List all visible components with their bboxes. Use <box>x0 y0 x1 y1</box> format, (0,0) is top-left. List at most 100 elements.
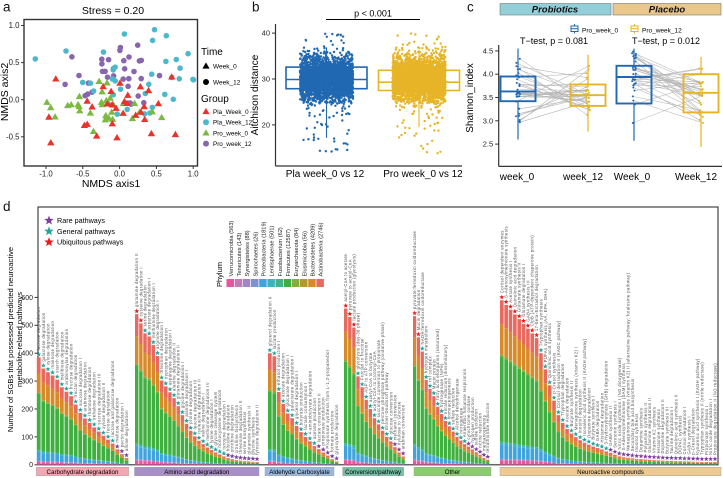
svg-text:Group: Group <box>201 94 229 105</box>
svg-text:0.0: 0.0 <box>114 170 126 179</box>
svg-text:Spirochaetes (26): Spirochaetes (26) <box>253 232 259 277</box>
svg-text:pentose phosphate pathway (oxi: pentose phosphate pathway (oxidative pha… <box>380 322 385 424</box>
svg-text:Butyrate synthesis II: Butyrate synthesis II <box>569 381 574 427</box>
svg-text:rnf complex: rnf complex <box>428 356 433 382</box>
svg-text:Quinolinic acid synthesis: Quinolinic acid synthesis <box>547 323 552 378</box>
svg-text:Dopamine degradation II: Dopamine degradation II <box>660 399 665 454</box>
svg-text:DOPAC synthesis: DOPAC synthesis <box>678 415 683 454</box>
svg-text:4.5: 4.5 <box>483 46 493 55</box>
svg-text:xylose degradation: xylose degradation <box>45 323 50 365</box>
svg-text:tyrosine degradation II: tyrosine degradation II <box>255 405 260 455</box>
svg-text:GABA synthesis II: GABA synthesis II <box>608 406 613 446</box>
svg-text:fucose degradation: fucose degradation <box>106 390 111 433</box>
svg-text:Mucin protein: Mucin protein <box>431 359 436 389</box>
svg-text:homocysteine degradation: homocysteine degradation <box>217 389 222 448</box>
svg-text:butyrate production: butyrate production <box>299 382 304 425</box>
svg-text:Pro_week_0: Pro_week_0 <box>213 130 249 137</box>
svg-text:Inositol degradation: Inositol degradation <box>578 389 583 433</box>
svg-text:fructose degradation: fructose degradation <box>69 343 74 389</box>
svg-text:Polyamine synthesis II: Polyamine synthesis II <box>643 402 648 452</box>
svg-text:Cortisol dependent enzymes: Cortisol dependent enzymes <box>499 230 504 293</box>
svg-text:Tenericutes (143): Tenericutes (143) <box>237 232 243 276</box>
svg-text:ClpB (ATP-dependent chaperone: ClpB (ATP-dependent chaperone protein) <box>530 235 535 327</box>
svg-text:200: 200 <box>21 406 33 413</box>
svg-text:Kynurenic acid synthesis I (KA: Kynurenic acid synthesis I (KADH pathway… <box>695 358 700 455</box>
svg-text:Acetate degradation: Acetate degradation <box>565 377 570 422</box>
svg-text:metabolite-related pathways: metabolite-related pathways <box>15 292 24 387</box>
svg-text:Glutamate synthesis II: Glutamate synthesis II <box>517 262 522 312</box>
svg-text:acetyl-CoA to crotonyl-CoA: acetyl-CoA to crotonyl-CoA <box>372 351 377 411</box>
svg-text:Menaquinone synthesis (vitamin: Menaquinone synthesis (vitamin K2) I <box>573 347 578 431</box>
svg-text:sulfide oxidation: sulfide oxidation <box>474 408 479 445</box>
svg-text:Dopamine degradation: Dopamine degradation <box>586 387 591 437</box>
svg-text:c: c <box>467 0 474 15</box>
svg-text:arabinan conversion: arabinan conversion <box>401 404 406 449</box>
svg-text:Week_0: Week_0 <box>213 64 237 71</box>
svg-text:300: 300 <box>21 379 33 386</box>
svg-text:Ubiquitous pathways: Ubiquitous pathways <box>57 238 124 247</box>
svg-text:Firmicutes (12587): Firmicutes (12587) <box>286 229 292 277</box>
svg-text:lactose and galactose degradat: lactose and galactose degradation <box>110 360 115 437</box>
svg-text:allose degradation: allose degradation <box>124 410 129 451</box>
svg-text:tyrosine degradation I: tyrosine degradation I <box>221 401 226 450</box>
svg-text:Neuroactive compounds: Neuroactive compounds <box>577 469 644 476</box>
svg-text:nitrogenase: nitrogenase <box>458 407 463 433</box>
svg-text:4-aminobutyrate degradation: 4-aminobutyrate degradation <box>307 370 312 434</box>
svg-text:Amino acid degradation: Amino acid degradation <box>164 469 230 476</box>
svg-text:hydrogen production: hydrogen production <box>470 397 475 443</box>
svg-text:leucine degradation III: leucine degradation III <box>192 379 197 429</box>
svg-text:acetate degradation: acetate degradation <box>281 352 286 397</box>
svg-text:Fructan to fructose: Fructan to fructose <box>360 338 365 380</box>
svg-text:threonine degradation II: threonine degradation II <box>238 400 243 453</box>
svg-text:GABA degradation: GABA degradation <box>595 400 600 441</box>
svg-text:2.5: 2.5 <box>483 140 493 149</box>
svg-text:Week_12: Week_12 <box>213 80 241 87</box>
svg-text:glutamate synthesis II: glutamate synthesis II <box>246 406 251 455</box>
svg-text:glutamine degradation II: glutamine degradation II <box>134 253 139 307</box>
svg-text:tetrathionate reduction: tetrathionate reduction <box>485 402 490 453</box>
svg-text:arabinoxylan degradation: arabinoxylan degradation <box>64 328 69 384</box>
svg-text:Butyrate synthesis III: Butyrate synthesis III <box>665 407 670 454</box>
svg-text:Tryptophan synthesis: Tryptophan synthesis <box>538 299 543 346</box>
svg-text:Propionate degradation II (NO: Propionate degradation II (NO reductase) <box>712 363 717 455</box>
svg-text:lactate production: lactate production <box>272 309 277 349</box>
svg-text:Pro_week_12: Pro_week_12 <box>213 141 252 148</box>
svg-text:acetate production: acetate production <box>312 398 317 440</box>
svg-text:rhamnose degradation: rhamnose degradation <box>87 366 92 416</box>
svg-text:Carbohydrate degradation: Carbohydrate degradation <box>47 469 119 476</box>
svg-text:GABA synthesis III: GABA synthesis III <box>525 280 530 322</box>
svg-text:Elusimicrobia (56): Elusimicrobia (56) <box>302 231 308 277</box>
svg-text:600: 600 <box>21 295 33 302</box>
svg-text:Probiotics: Probiotics <box>532 5 578 16</box>
svg-text:Quinolinic acid synthesis II: Quinolinic acid synthesis II <box>673 394 678 454</box>
svg-text:Tryptophan synthesis II (nitri: Tryptophan synthesis II (nitrile reducta… <box>699 362 704 455</box>
svg-text:Pro week_0 vs 12: Pro week_0 vs 12 <box>383 169 463 180</box>
svg-text:pyruvate:ferredoxin oxidoreduc: pyruvate:ferredoxin oxidoreductase <box>412 230 417 309</box>
svg-text:week_12: week_12 <box>562 172 603 183</box>
svg-text:Mucin degradation: Mucin degradation <box>416 289 421 330</box>
svg-text:T−test, p = 0.012: T−test, p = 0.012 <box>632 36 700 46</box>
svg-text:cysteine degradation I: cysteine degradation I <box>138 267 143 316</box>
svg-text:0.5: 0.5 <box>9 58 21 67</box>
svg-text:Pla_Week_0: Pla_Week_0 <box>213 109 249 116</box>
svg-text:glutamate degradation II: glutamate degradation II <box>176 345 181 399</box>
svg-text:S-Adenosylmethionine synthesis: S-Adenosylmethionine synthesis <box>504 226 509 298</box>
svg-text:Propionate synthesis I: Propionate synthesis I <box>704 405 709 455</box>
svg-text:NMDS axis2: NMDS axis2 <box>0 63 11 122</box>
svg-text:Rare pathways: Rare pathways <box>57 216 105 225</box>
svg-text:lysine degradation I: lysine degradation I <box>209 399 214 443</box>
svg-text:1.0: 1.0 <box>188 170 200 179</box>
svg-text:ADP to ATP conversion: ADP to ATP conversion <box>364 341 369 393</box>
svg-text:asparagine degradation I: asparagine degradation I <box>167 330 172 385</box>
svg-text:100: 100 <box>21 434 33 441</box>
svg-text:Quinolinic acid degradation: Quinolinic acid degradation <box>512 246 517 307</box>
svg-text:Euryarchaeota (84): Euryarchaeota (84) <box>294 228 300 277</box>
svg-text:acetyl-CoA to butyrate: acetyl-CoA to butyrate <box>368 352 373 402</box>
svg-text:Xylulose to Glucose: Xylulose to Glucose <box>397 401 402 446</box>
svg-text:Serotonin synthesis I: Serotonin synthesis I <box>612 401 617 448</box>
svg-text:glyoxylate degradation: glyoxylate degradation <box>334 404 339 455</box>
svg-text:Nitric oxide synthesis I (NO d: Nitric oxide synthesis I (NO dioxygenase… <box>617 357 622 449</box>
svg-text:Shannon_index: Shannon_index <box>465 63 476 133</box>
svg-text:propionate production: propionate production <box>321 397 326 446</box>
svg-text:3.0: 3.0 <box>483 116 493 125</box>
